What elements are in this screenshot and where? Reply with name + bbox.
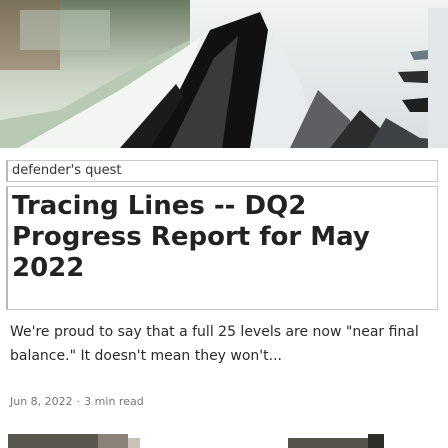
post-date: Jun 8, 2022 bbox=[10, 395, 73, 408]
post-meta: Jun 8, 2022 · 3 min read bbox=[10, 395, 144, 408]
post-hero-image[interactable] bbox=[0, 0, 448, 148]
next-post-image bbox=[0, 432, 448, 448]
hero-artwork bbox=[0, 0, 448, 148]
post-title-box[interactable]: Tracing Lines -- DQ2 Progress Report for… bbox=[6, 186, 438, 310]
post-title[interactable]: Tracing Lines -- DQ2 Progress Report for… bbox=[12, 191, 370, 283]
read-time: 3 min read bbox=[84, 395, 144, 408]
meta-separator: · bbox=[76, 395, 81, 408]
next-post-preview[interactable] bbox=[0, 432, 448, 448]
category-tag-box[interactable]: defender's quest bbox=[6, 160, 438, 182]
category-tag[interactable]: defender's quest bbox=[12, 163, 122, 178]
post-excerpt: We're proud to say that a full 25 levels… bbox=[10, 324, 419, 364]
